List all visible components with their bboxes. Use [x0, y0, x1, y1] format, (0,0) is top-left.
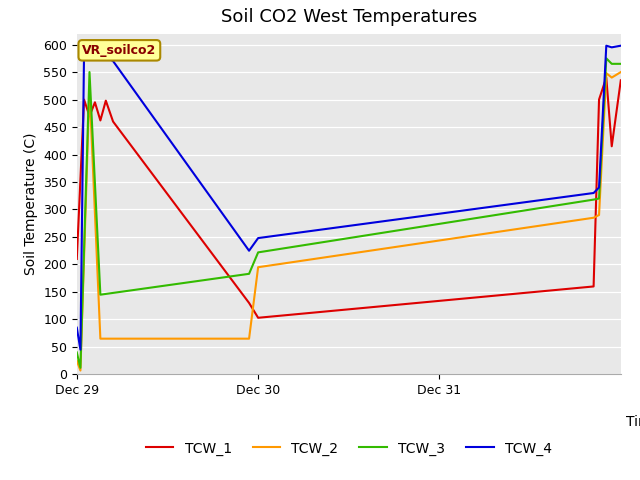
Text: VR_soilco2: VR_soilco2	[82, 44, 157, 57]
Legend: TCW_1, TCW_2, TCW_3, TCW_4: TCW_1, TCW_2, TCW_3, TCW_4	[140, 436, 557, 461]
Y-axis label: Soil Temperature (C): Soil Temperature (C)	[24, 133, 38, 275]
Text: Time: Time	[626, 415, 640, 429]
Title: Soil CO2 West Temperatures: Soil CO2 West Temperatures	[221, 9, 477, 26]
